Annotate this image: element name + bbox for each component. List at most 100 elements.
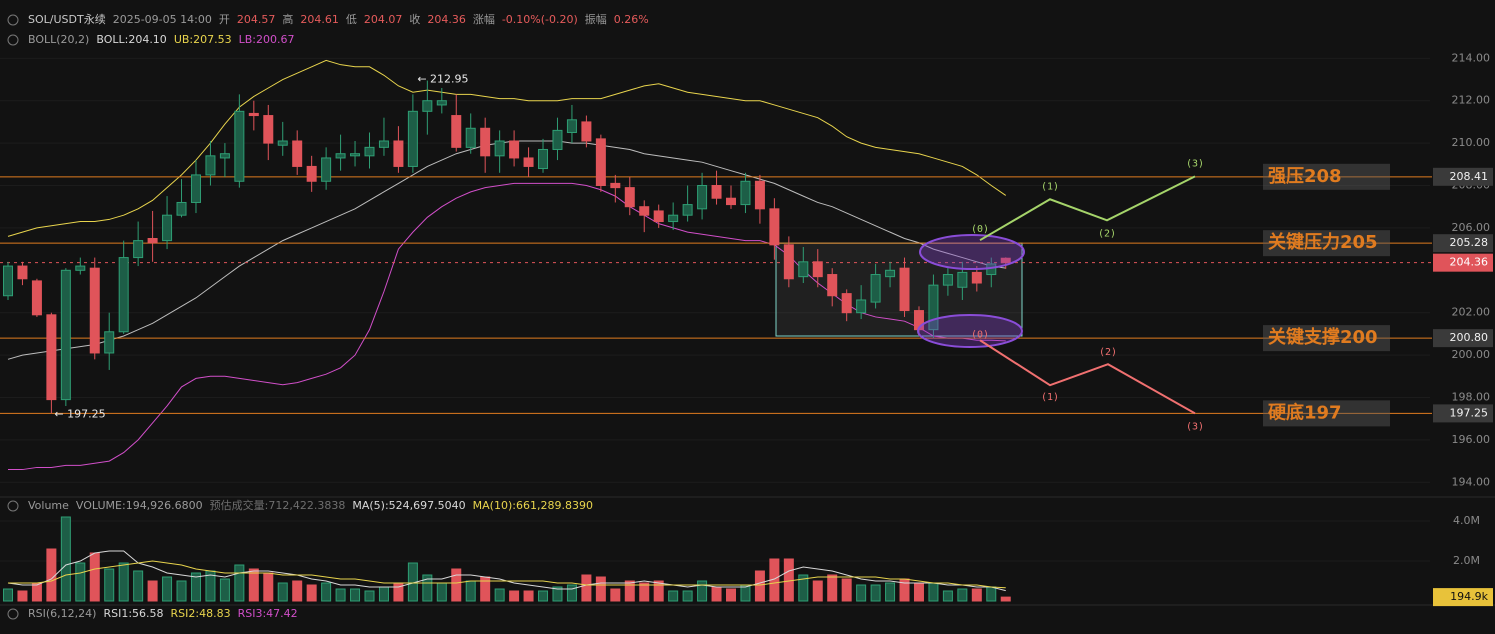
y-tick-label: 202.00 (1452, 306, 1491, 319)
volume-bar (624, 580, 635, 602)
volume-bar (465, 580, 476, 602)
y-tick-label: 212.00 (1452, 94, 1491, 107)
volume-bar (509, 590, 520, 602)
legend-item: 高 (282, 12, 293, 26)
candle-body (89, 267, 100, 354)
projection-label: (2) (1098, 228, 1116, 239)
volume-bar (1000, 596, 1011, 602)
candle-body (740, 180, 751, 206)
axis-level-label: 200.80 (1450, 331, 1489, 344)
volume-bar (219, 578, 230, 602)
boll-line (7, 59, 1007, 237)
volume-bar (856, 584, 867, 602)
candle-body (176, 201, 187, 216)
candle-body (928, 284, 939, 331)
volume-bar (176, 580, 187, 602)
candle-body (1000, 257, 1011, 264)
legend-item: 0.26% (614, 13, 649, 26)
level-text: 硬底197 (1268, 401, 1342, 423)
y-tick-label: 210.00 (1452, 136, 1491, 149)
candle-body (595, 138, 606, 187)
candle-body (104, 331, 115, 354)
volume-bar (234, 564, 245, 602)
low-annotation: ← 197.25 (54, 407, 105, 420)
candle-body (827, 274, 838, 297)
legend-item: VOLUME:194,926.6800 (76, 499, 203, 512)
volume-last-box (1433, 588, 1493, 607)
volume-bar (104, 568, 115, 602)
volume-bar (653, 580, 664, 602)
volume-bar (783, 558, 794, 602)
collapse-icon (7, 500, 19, 512)
volume-bar (581, 574, 592, 602)
candle-body (133, 240, 144, 259)
volume-bar (595, 576, 606, 602)
candle-body (509, 140, 520, 159)
volume-bar (942, 590, 953, 602)
volume-bar (986, 586, 997, 602)
candle-body (581, 121, 592, 142)
volume-bar (726, 588, 736, 602)
volume-bar (668, 590, 679, 602)
legend-item: 204.07 (364, 13, 403, 26)
candle-body (957, 271, 968, 288)
legend-item: 204.36 (427, 13, 466, 26)
y-tick-label: 206.00 (1452, 221, 1491, 234)
y-tick-label: 2.0M (1453, 554, 1480, 567)
volume-bar (277, 582, 288, 602)
legend-item: Volume (28, 499, 69, 512)
candle-body (523, 157, 534, 167)
projection-label: (3) (1186, 158, 1204, 169)
candle-body (31, 280, 42, 316)
y-tick-label: 4.0M (1453, 514, 1480, 527)
volume-bar (697, 580, 708, 602)
candle-body (378, 140, 389, 148)
projection-label: (2) (1099, 347, 1117, 358)
legend-item: 2025-09-05 14:00 (113, 13, 212, 26)
volume-bar (321, 582, 332, 602)
candle-body (277, 140, 288, 146)
collapse-icon (7, 34, 19, 46)
volume-bar (754, 570, 765, 602)
volume-bar (162, 576, 173, 602)
volume-bar (812, 580, 823, 602)
candle-body (147, 238, 158, 244)
legend-item: 振幅 (585, 12, 607, 26)
volume-bar (364, 590, 375, 602)
level-text: 关键支撑200 (1268, 326, 1378, 348)
volume-ma-line (8, 560, 1006, 589)
axis-level-label: 197.25 (1450, 406, 1489, 419)
y-tick-label: 198.00 (1452, 390, 1491, 403)
candle-body (711, 185, 722, 199)
volume-bar (610, 588, 621, 602)
volume-bar (335, 588, 346, 602)
volume-bar (798, 574, 809, 602)
legend-item: RSI(6,12,24) (28, 607, 96, 620)
candle-body (697, 185, 708, 210)
volume-bar (566, 584, 577, 602)
legend-item: UB:207.53 (174, 33, 232, 46)
volume-bar (523, 590, 534, 602)
projection-label: (1) (1041, 181, 1059, 192)
candle-body (798, 261, 809, 278)
candle-body (566, 119, 577, 134)
volume-bar (841, 578, 852, 602)
legend-item: LB:200.67 (239, 33, 295, 46)
candle-body (754, 180, 765, 210)
volume-bar (957, 588, 968, 602)
projection-label: (3) (1186, 421, 1204, 432)
boll-line (7, 140, 1006, 360)
volume-bar (263, 572, 274, 602)
candle-body (60, 269, 71, 401)
candle-body (248, 112, 259, 117)
volume-bar (682, 590, 693, 602)
volume-bar (538, 590, 549, 602)
candle-body (393, 140, 404, 167)
projection-label: (1) (1041, 392, 1059, 403)
legend-item: 204.61 (300, 13, 339, 26)
highlight-ellipse (917, 314, 1023, 348)
candle-body (653, 210, 664, 223)
last-price-box (1433, 253, 1493, 272)
volume-bar (827, 574, 838, 602)
